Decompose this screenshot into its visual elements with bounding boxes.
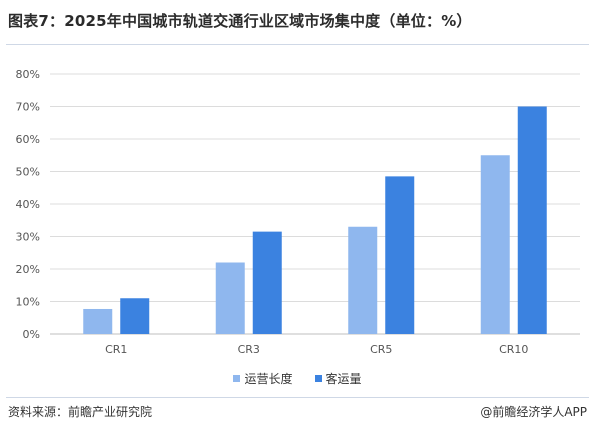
bar-cr5-series-2 [385, 176, 415, 334]
x-category-label: CR10 [499, 343, 528, 356]
bar-cr3-series-2 [252, 231, 282, 334]
chart-title: 图表7：2025年中国城市轨道交通行业区域市场集中度（单位：%） [8, 12, 472, 30]
x-axis-categories: CR1 CR3 CR5 CR10 [105, 343, 528, 356]
legend-swatch-series-1 [233, 375, 241, 382]
footer-divider [6, 397, 589, 398]
legend-item-series-1: 运营长度 [233, 370, 293, 387]
y-tick-label: 10% [16, 296, 40, 309]
title-divider [6, 44, 589, 45]
y-tick-label: 70% [16, 101, 40, 114]
y-tick-label: 50% [16, 166, 40, 179]
y-tick-label: 30% [16, 231, 40, 244]
bar-cr10-series-1 [480, 155, 510, 334]
legend-label-series-2: 客运量 [325, 372, 362, 386]
brand-label: @前瞻经济学人APP [480, 405, 587, 419]
bar-cr3-series-1 [215, 262, 245, 334]
legend-label-series-1: 运营长度 [244, 372, 293, 386]
y-tick-label: 20% [16, 263, 40, 276]
y-tick-label: 40% [16, 198, 40, 211]
bar-cr5-series-1 [348, 226, 378, 334]
y-tick-label: 60% [16, 133, 40, 146]
bars [83, 106, 547, 334]
y-axis-ticks: 0% 10% 20% 30% 40% 50% 60% 70% 80% [16, 68, 40, 341]
legend-swatch-series-2 [314, 375, 322, 382]
bar-cr10-series-2 [517, 106, 547, 334]
bar-cr1-series-1 [83, 308, 113, 334]
x-category-label: CR3 [238, 343, 260, 356]
bar-chart: 0% 10% 20% 30% 40% 50% 60% 70% 80% CR1 CR3 CR5 CR10 [16, 68, 580, 356]
y-tick-label: 80% [16, 68, 40, 81]
legend-item-series-2: 客运量 [314, 370, 362, 387]
source-note: 资料来源：前瞻产业研究院 [8, 405, 153, 419]
legend: 运营长度 客运量 [0, 370, 595, 387]
y-tick-label: 0% [23, 328, 40, 341]
bar-cr1-series-2 [120, 298, 150, 334]
x-category-label: CR5 [370, 343, 392, 356]
x-category-label: CR1 [105, 343, 127, 356]
